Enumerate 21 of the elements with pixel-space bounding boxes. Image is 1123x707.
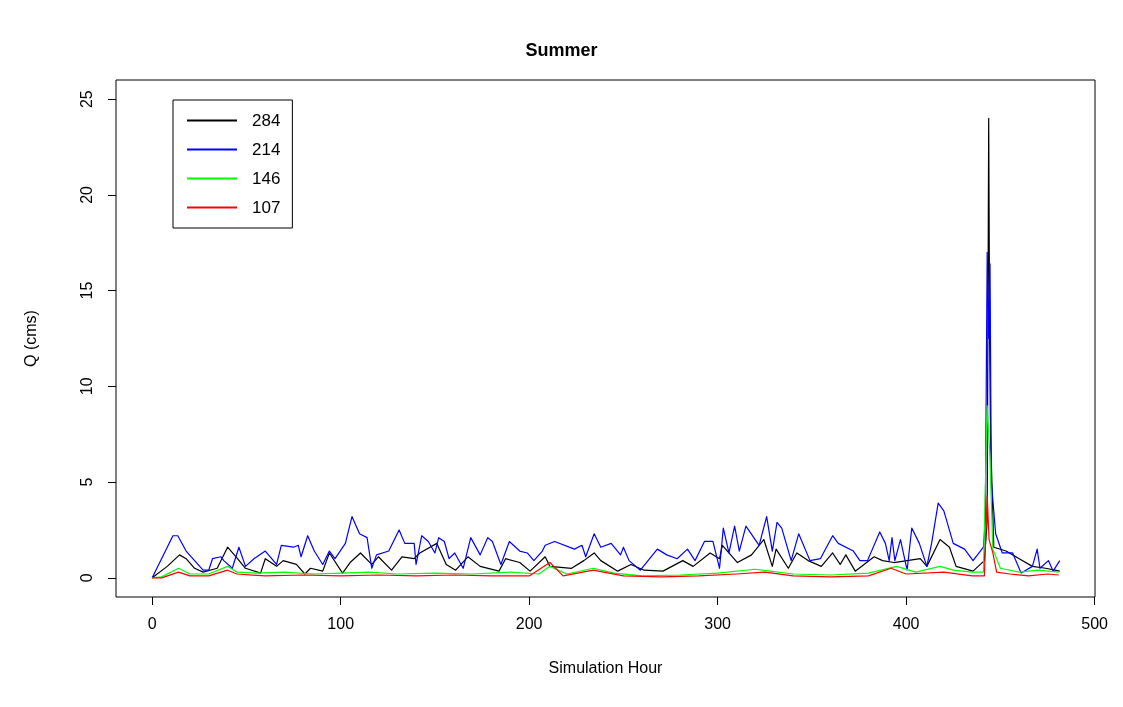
- legend-label: 146: [252, 169, 281, 188]
- x-tick-label: 500: [1081, 614, 1109, 632]
- y-tick-label: 20: [77, 185, 95, 204]
- legend-label: 107: [252, 198, 281, 217]
- x-tick-label: 400: [892, 614, 920, 632]
- x-tick-label: 100: [327, 614, 355, 632]
- chart-title: Summer: [525, 40, 598, 60]
- y-tick-label: 25: [77, 90, 95, 109]
- x-tick-label: 0: [147, 614, 157, 632]
- line-series: [151, 494, 1060, 579]
- legend-label: 214: [252, 140, 281, 159]
- x-axis-title: Simulation Hour: [548, 658, 664, 676]
- line-series: [151, 251, 1061, 579]
- x-tick-label: 200: [515, 614, 543, 632]
- legend-label: 284: [252, 111, 281, 130]
- y-tick-label: 15: [77, 281, 95, 300]
- x-tick-label: 300: [704, 614, 732, 632]
- y-tick-label: 5: [77, 477, 95, 487]
- y-axis-title: Q (cms): [21, 310, 39, 367]
- y-tick-label: 0: [77, 573, 95, 583]
- y-tick-label: 10: [77, 377, 95, 396]
